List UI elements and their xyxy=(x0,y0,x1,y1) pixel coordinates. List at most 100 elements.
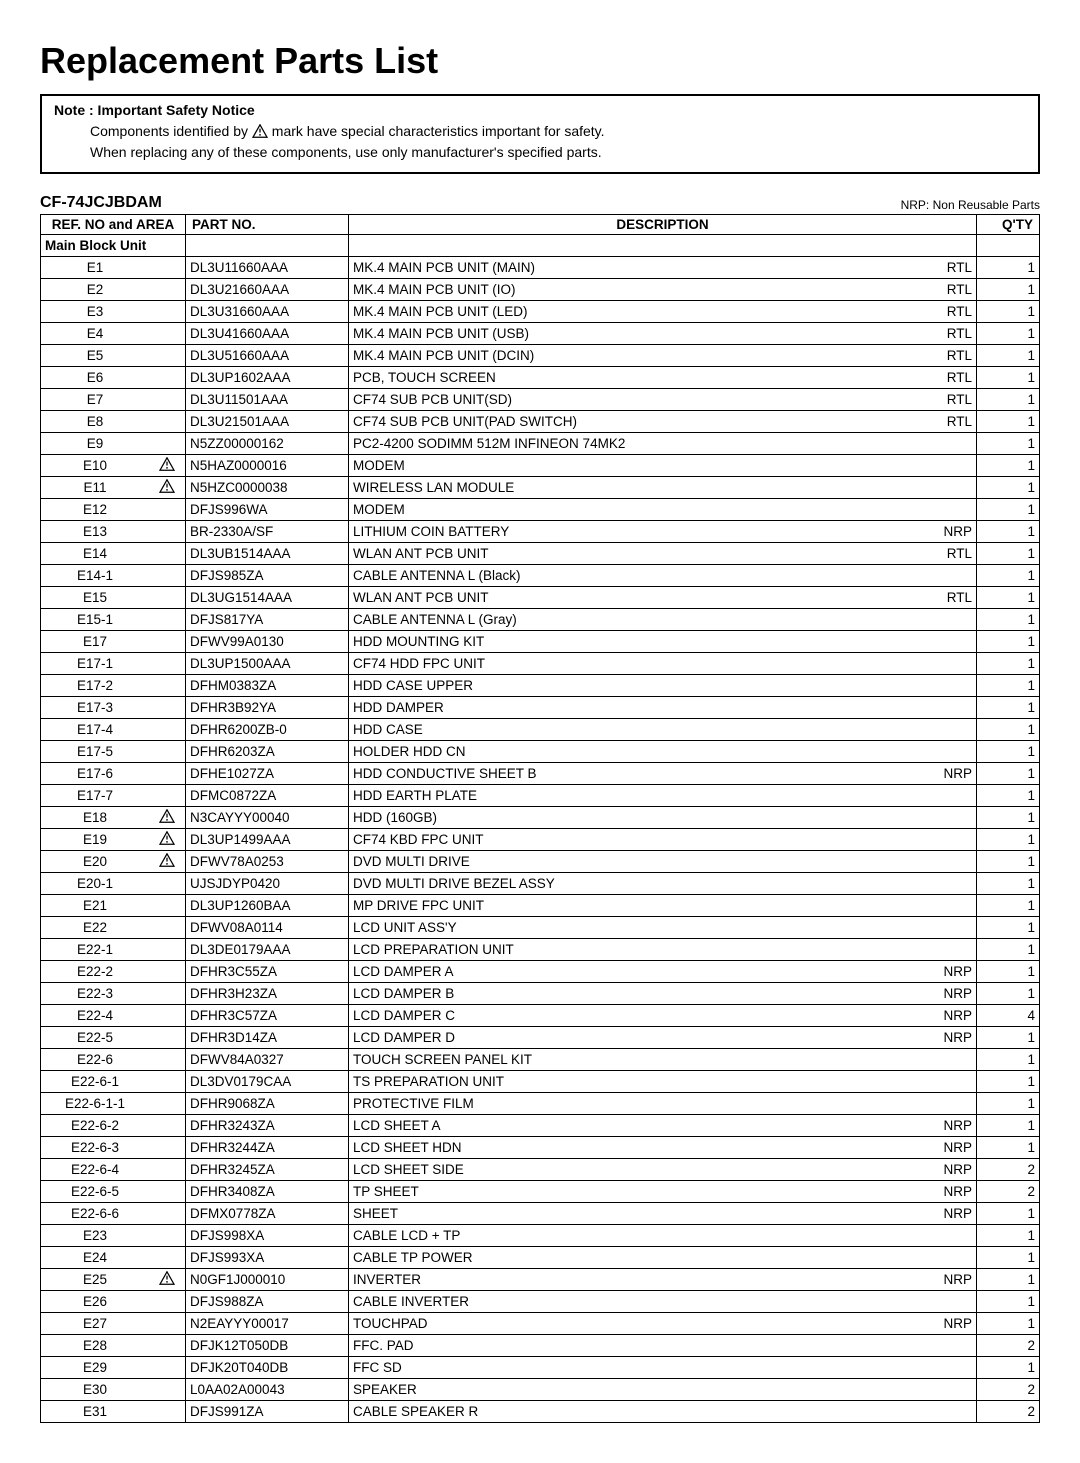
cell-qty: 1 xyxy=(977,278,1040,300)
cell-desc: LCD SHEET A xyxy=(349,1114,919,1136)
table-row: E22-4DFHR3C57ZALCD DAMPER CNRP4 xyxy=(41,1004,1040,1026)
cell-qty: 1 xyxy=(977,894,1040,916)
table-row: E26DFJS988ZACABLE INVERTER1 xyxy=(41,1290,1040,1312)
cell-warn xyxy=(149,960,186,982)
table-row: E17DFWV99A0130HDD MOUNTING KIT1 xyxy=(41,630,1040,652)
cell-ref: E15 xyxy=(41,586,150,608)
table-row: E13BR-2330A/SFLITHIUM COIN BATTERYNRP1 xyxy=(41,520,1040,542)
cell-desc: TOUCH SCREEN PANEL KIT xyxy=(349,1048,919,1070)
cell-warn xyxy=(149,1268,186,1290)
cell-tag: RTL xyxy=(918,278,977,300)
table-row: E21DL3UP1260BAAMP DRIVE FPC UNIT1 xyxy=(41,894,1040,916)
cell-qty: 1 xyxy=(977,476,1040,498)
cell-tag xyxy=(918,718,977,740)
cell-desc: CF74 HDD FPC UNIT xyxy=(349,652,919,674)
cell-tag xyxy=(918,916,977,938)
cell-ref: E4 xyxy=(41,322,150,344)
cell-warn xyxy=(149,1334,186,1356)
cell-part: DFJS817YA xyxy=(186,608,349,630)
cell-part: DFJS985ZA xyxy=(186,564,349,586)
cell-desc: HDD CONDUCTIVE SHEET B xyxy=(349,762,919,784)
cell-tag xyxy=(918,1070,977,1092)
cell-ref: E17-4 xyxy=(41,718,150,740)
table-row: E22-1DL3DE0179AAALCD PREPARATION UNIT1 xyxy=(41,938,1040,960)
cell-tag xyxy=(918,1356,977,1378)
cell-warn xyxy=(149,256,186,278)
cell-ref: E2 xyxy=(41,278,150,300)
table-row: E15-1DFJS817YACABLE ANTENNA L (Gray)1 xyxy=(41,608,1040,630)
table-row: E6DL3UP1602AAAPCB, TOUCH SCREENRTL1 xyxy=(41,366,1040,388)
cell-warn xyxy=(149,278,186,300)
cell-qty: 1 xyxy=(977,872,1040,894)
warning-icon xyxy=(159,855,175,870)
cell-part: UJSJDYP0420 xyxy=(186,872,349,894)
cell-part: DFJS998XA xyxy=(186,1224,349,1246)
cell-desc: LITHIUM COIN BATTERY xyxy=(349,520,919,542)
cell-qty: 1 xyxy=(977,938,1040,960)
cell-desc: PROTECTIVE FILM xyxy=(349,1092,919,1114)
cell-warn xyxy=(149,542,186,564)
table-row: E17-5DFHR6203ZAHOLDER HDD CN1 xyxy=(41,740,1040,762)
warning-icon xyxy=(159,1273,175,1288)
parts-table: REF. NO and AREA PART NO. DESCRIPTION Q'… xyxy=(40,214,1040,1423)
cell-part: DFHR3H23ZA xyxy=(186,982,349,1004)
cell-ref: E31 xyxy=(41,1400,150,1422)
page-title: Replacement Parts List xyxy=(40,40,1040,82)
cell-tag: NRP xyxy=(918,1114,977,1136)
table-row: E8DL3U21501AAACF74 SUB PCB UNIT(PAD SWIT… xyxy=(41,410,1040,432)
cell-tag xyxy=(918,828,977,850)
cell-warn xyxy=(149,454,186,476)
table-row: E22-6-5DFHR3408ZATP SHEETNRP2 xyxy=(41,1180,1040,1202)
cell-desc: HDD CASE UPPER xyxy=(349,674,919,696)
cell-qty: 2 xyxy=(977,1180,1040,1202)
cell-qty: 1 xyxy=(977,784,1040,806)
cell-ref: E22-5 xyxy=(41,1026,150,1048)
cell-desc: LCD SHEET HDN xyxy=(349,1136,919,1158)
cell-tag xyxy=(918,1048,977,1070)
cell-desc: LCD UNIT ASS'Y xyxy=(349,916,919,938)
cell-part: DFJS996WA xyxy=(186,498,349,520)
cell-ref: E17-1 xyxy=(41,652,150,674)
table-row: E17-7DFMC0872ZAHDD EARTH PLATE1 xyxy=(41,784,1040,806)
cell-part: DFWV99A0130 xyxy=(186,630,349,652)
safety-notice-body: Components identified by mark have speci… xyxy=(90,122,1026,162)
cell-desc: TOUCHPAD xyxy=(349,1312,919,1334)
table-row: E7DL3U11501AAACF74 SUB PCB UNIT(SD)RTL1 xyxy=(41,388,1040,410)
cell-warn xyxy=(149,476,186,498)
cell-qty: 1 xyxy=(977,1224,1040,1246)
cell-ref: E26 xyxy=(41,1290,150,1312)
warning-icon xyxy=(252,124,268,143)
cell-ref: E17-6 xyxy=(41,762,150,784)
cell-part: DFHR9068ZA xyxy=(186,1092,349,1114)
table-row: E29DFJK20T040DBFFC SD1 xyxy=(41,1356,1040,1378)
cell-tag xyxy=(918,1334,977,1356)
cell-qty: 1 xyxy=(977,542,1040,564)
cell-desc: TS PREPARATION UNIT xyxy=(349,1070,919,1092)
cell-part: DL3DV0179CAA xyxy=(186,1070,349,1092)
table-row: E10N5HAZ0000016MODEM1 xyxy=(41,454,1040,476)
cell-tag: NRP xyxy=(918,982,977,1004)
cell-desc: HOLDER HDD CN xyxy=(349,740,919,762)
cell-tag xyxy=(918,1400,977,1422)
cell-qty: 1 xyxy=(977,1290,1040,1312)
cell-tag: NRP xyxy=(918,1026,977,1048)
cell-qty: 1 xyxy=(977,388,1040,410)
cell-qty: 1 xyxy=(977,586,1040,608)
nrp-legend: NRP: Non Reusable Parts xyxy=(901,198,1040,212)
cell-tag xyxy=(918,784,977,806)
cell-ref: E20-1 xyxy=(41,872,150,894)
cell-warn xyxy=(149,1136,186,1158)
cell-warn xyxy=(149,564,186,586)
table-row: E15DL3UG1514AAAWLAN ANT PCB UNITRTL1 xyxy=(41,586,1040,608)
table-row: E20DFWV78A0253DVD MULTI DRIVE1 xyxy=(41,850,1040,872)
cell-tag: RTL xyxy=(918,322,977,344)
cell-desc: LCD SHEET SIDE xyxy=(349,1158,919,1180)
cell-part: DFWV78A0253 xyxy=(186,850,349,872)
cell-tag xyxy=(918,1246,977,1268)
cell-desc: CABLE LCD + TP xyxy=(349,1224,919,1246)
header-part: PART NO. xyxy=(186,214,349,234)
cell-ref: E22-6-5 xyxy=(41,1180,150,1202)
table-row: E3DL3U31660AAAMK.4 MAIN PCB UNIT (LED)RT… xyxy=(41,300,1040,322)
cell-desc: HDD (160GB) xyxy=(349,806,919,828)
table-row: E20-1UJSJDYP0420DVD MULTI DRIVE BEZEL AS… xyxy=(41,872,1040,894)
